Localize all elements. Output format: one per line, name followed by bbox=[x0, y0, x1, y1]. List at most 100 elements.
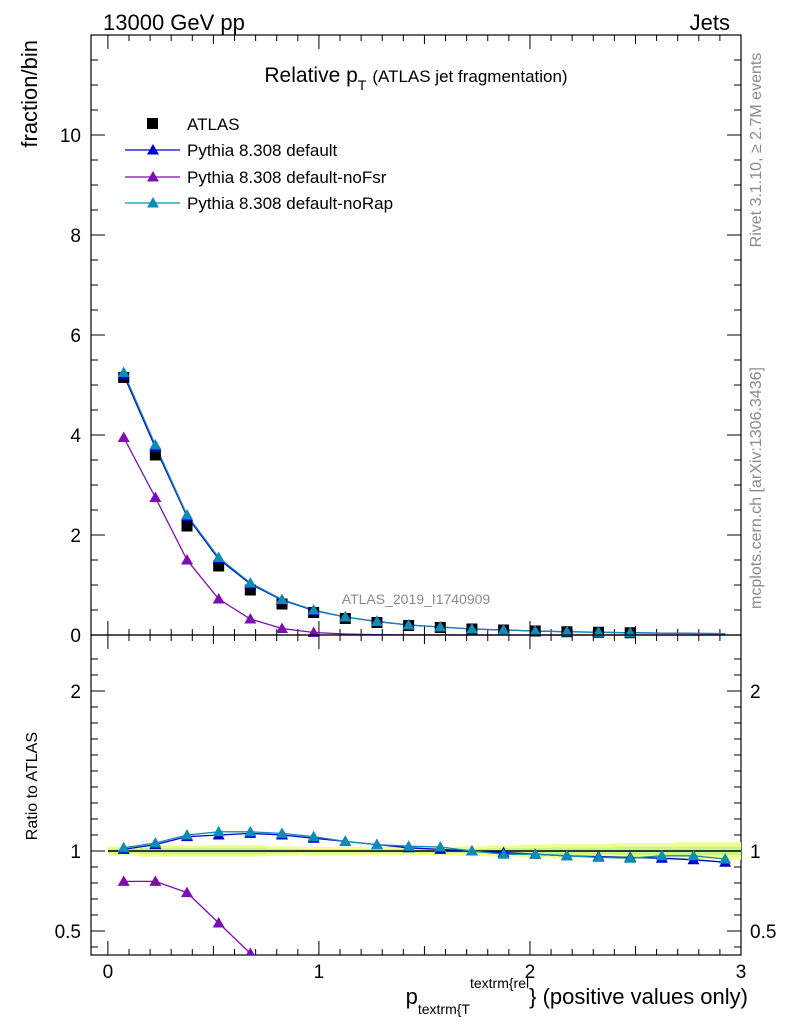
legend-marker-1 bbox=[147, 144, 159, 155]
ratio-ylabel: Ratio to ATLAS bbox=[24, 732, 41, 840]
ratio-point-2 bbox=[402, 840, 415, 851]
ratio-point-2 bbox=[117, 841, 130, 853]
main-ytick-label-3: 6 bbox=[70, 326, 81, 347]
ratio-panel: 0.5 0.5 1 1 2 2 0 1 2 3 Ratio to ATLAS bbox=[24, 634, 776, 983]
legend-label-0: ATLAS bbox=[187, 115, 240, 134]
ratio-point-2 bbox=[275, 827, 288, 838]
ratio-point-2 bbox=[434, 841, 447, 852]
ratio-ytick-label-right-0: 0.5 bbox=[750, 922, 776, 943]
ratio-point-2 bbox=[719, 853, 732, 864]
main-title: Relative pT (ATLAS jet fragmentation) bbox=[264, 64, 567, 93]
ratio-point-2 bbox=[149, 837, 162, 848]
data-point-3 bbox=[339, 611, 352, 622]
ratio-series-clip bbox=[117, 825, 732, 955]
main-title-paren: (ATLAS jet fragmentation) bbox=[372, 67, 567, 86]
main-ylabel: fraction/bin bbox=[17, 40, 42, 148]
ratio-point-1 bbox=[245, 947, 255, 955]
x-axis-label-sup: textrm{rel bbox=[470, 975, 529, 991]
ratio-point-2 bbox=[181, 829, 194, 840]
ratio-point-2 bbox=[624, 852, 637, 863]
data-point-3 bbox=[117, 366, 130, 377]
data-point-2 bbox=[275, 622, 288, 633]
main-ytick-label-4: 8 bbox=[70, 226, 81, 247]
x-tick-label-2: 2 bbox=[525, 962, 536, 983]
ratio-point-2 bbox=[592, 851, 605, 862]
ratio-ytick-label-right-1: 1 bbox=[750, 842, 761, 863]
ratio-ytick-label-1: 1 bbox=[70, 842, 81, 863]
legend-marker-atlas bbox=[147, 118, 158, 129]
x-tick-label-0: 0 bbox=[103, 962, 114, 983]
main-title-subscript: T bbox=[358, 77, 367, 93]
data-point-3 bbox=[529, 625, 542, 636]
ratio-panel-frame bbox=[90, 634, 742, 956]
main-ytick-label-0: 0 bbox=[70, 626, 81, 647]
main-ytick-label-1: 2 bbox=[70, 526, 81, 547]
main-panel-series bbox=[117, 366, 726, 639]
ratio-ytick-label-2: 2 bbox=[70, 682, 81, 703]
ratio-ytick-label-0: 0.5 bbox=[55, 922, 81, 943]
ratio-point-2 bbox=[370, 838, 383, 850]
data-point-2 bbox=[181, 554, 194, 565]
data-point-atlas bbox=[149, 449, 161, 461]
data-point-3 bbox=[244, 577, 257, 588]
data-point-3 bbox=[434, 621, 447, 632]
data-point-3 bbox=[212, 551, 225, 562]
data-point-3 bbox=[497, 624, 510, 635]
data-point-3 bbox=[592, 626, 605, 637]
main-panel-axes: 0 2 4 6 8 10 bbox=[60, 35, 742, 647]
ratio-point-1 bbox=[149, 875, 162, 886]
main-ytick-label-5: 10 bbox=[60, 126, 81, 147]
x-axis-label-p: p bbox=[406, 984, 418, 1009]
data-point-3 bbox=[560, 625, 573, 637]
data-point-atlas bbox=[244, 584, 256, 596]
ratio-point-2 bbox=[244, 825, 257, 837]
data-point-3 bbox=[402, 619, 415, 630]
legend-marker-3 bbox=[147, 197, 159, 208]
x-tick-label-1: 1 bbox=[314, 962, 325, 983]
data-point-3 bbox=[370, 615, 383, 626]
ratio-point-2 bbox=[560, 849, 573, 861]
ratio-series-line-1 bbox=[123, 880, 254, 955]
ratio-point-2 bbox=[687, 849, 700, 861]
main-panel: 0 2 4 6 8 10 fraction/bin Relative pT (ATLAS j… bbox=[17, 34, 742, 647]
data-point-3 bbox=[465, 623, 478, 634]
x-tick-label-3: 3 bbox=[736, 962, 747, 983]
ratio-point-2 bbox=[307, 830, 320, 842]
main-title-text: Relative p bbox=[264, 64, 357, 87]
ratio-panel-series bbox=[117, 825, 732, 955]
ratio-point-2 bbox=[465, 845, 478, 856]
data-point-3 bbox=[149, 439, 162, 450]
ratio-point-1 bbox=[212, 917, 225, 928]
ratio-uncertainty-band bbox=[107, 842, 741, 860]
ratio-panel-axes: 0.5 0.5 1 1 2 2 0 1 2 3 bbox=[55, 635, 776, 983]
ratio-ytick-label-right-2: 2 bbox=[750, 682, 761, 703]
process-label: Jets bbox=[690, 10, 730, 35]
ratio-series-line-0 bbox=[123, 832, 726, 863]
site-label: mcplots.cern.ch [arXiv:1306.3436] bbox=[748, 367, 765, 609]
ratio-point-2 bbox=[529, 848, 542, 859]
data-point-2 bbox=[212, 593, 225, 604]
legend-marker-2 bbox=[147, 171, 159, 182]
data-point-3 bbox=[181, 509, 194, 520]
data-point-atlas bbox=[213, 560, 225, 572]
data-point-3 bbox=[307, 604, 320, 615]
x-axis-label-tail: } (positive values only) bbox=[529, 984, 748, 1009]
data-point-2 bbox=[149, 491, 162, 502]
x-axis-label: ptextrm{T textrm{rel} (positive values on… bbox=[406, 975, 748, 1017]
legend: ATLAS Pythia 8.308 default Pythia 8.308 de… bbox=[125, 115, 393, 213]
legend-label-2: Pythia 8.308 default-noFsr bbox=[187, 168, 387, 187]
data-point-2 bbox=[307, 626, 320, 637]
main-ytick-label-2: 4 bbox=[70, 426, 81, 447]
legend-label-3: Pythia 8.308 default-noRap bbox=[187, 194, 393, 213]
analysis-label: ATLAS_2019_I1740909 bbox=[342, 591, 491, 607]
legend-label-1: Pythia 8.308 default bbox=[187, 141, 338, 160]
ratio-point-2 bbox=[497, 848, 510, 859]
ratio-point-1 bbox=[117, 875, 130, 886]
ratio-point-2 bbox=[339, 835, 352, 846]
rivet-label: Rivet 3.1.10, ≥ 2.7M events bbox=[748, 53, 765, 248]
data-point-3 bbox=[275, 593, 288, 604]
data-point-2 bbox=[244, 613, 257, 624]
x-axis-label-sub: textrm{T bbox=[418, 1001, 471, 1017]
data-point-atlas bbox=[181, 520, 193, 532]
